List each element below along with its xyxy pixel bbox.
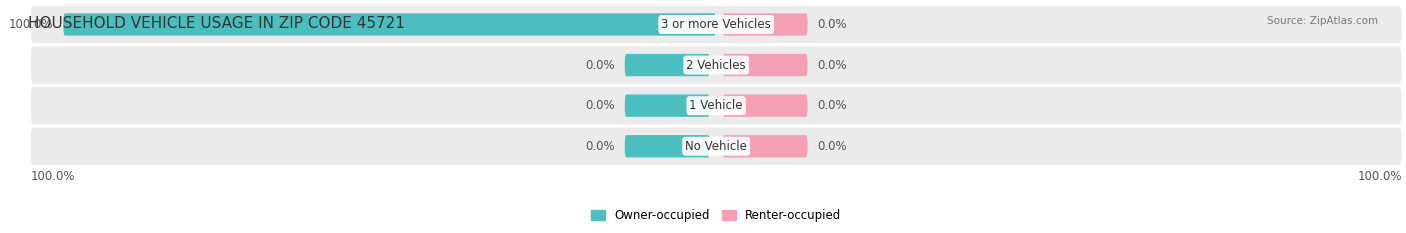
FancyBboxPatch shape	[723, 13, 807, 36]
Text: 0.0%: 0.0%	[817, 58, 846, 72]
FancyBboxPatch shape	[63, 13, 716, 36]
FancyBboxPatch shape	[723, 95, 807, 117]
FancyBboxPatch shape	[31, 128, 1402, 165]
Text: 0.0%: 0.0%	[585, 99, 614, 112]
Text: 0.0%: 0.0%	[817, 18, 846, 31]
Text: HOUSEHOLD VEHICLE USAGE IN ZIP CODE 45721: HOUSEHOLD VEHICLE USAGE IN ZIP CODE 4572…	[28, 16, 405, 31]
Text: Source: ZipAtlas.com: Source: ZipAtlas.com	[1267, 16, 1378, 26]
FancyBboxPatch shape	[31, 46, 1402, 84]
FancyBboxPatch shape	[31, 6, 1402, 43]
Text: 2 Vehicles: 2 Vehicles	[686, 58, 747, 72]
FancyBboxPatch shape	[723, 135, 807, 158]
Text: 100.0%: 100.0%	[31, 170, 75, 183]
Text: 100.0%: 100.0%	[8, 18, 53, 31]
FancyBboxPatch shape	[624, 135, 710, 158]
FancyBboxPatch shape	[723, 54, 807, 76]
FancyBboxPatch shape	[624, 95, 710, 117]
Text: No Vehicle: No Vehicle	[685, 140, 747, 153]
Text: 100.0%: 100.0%	[1357, 170, 1402, 183]
Text: 0.0%: 0.0%	[817, 140, 846, 153]
Text: 0.0%: 0.0%	[817, 99, 846, 112]
FancyBboxPatch shape	[624, 54, 710, 76]
Text: 0.0%: 0.0%	[585, 58, 614, 72]
FancyBboxPatch shape	[31, 87, 1402, 124]
Legend: Owner-occupied, Renter-occupied: Owner-occupied, Renter-occupied	[591, 209, 842, 222]
Text: 3 or more Vehicles: 3 or more Vehicles	[661, 18, 770, 31]
Text: 0.0%: 0.0%	[585, 140, 614, 153]
Text: 1 Vehicle: 1 Vehicle	[689, 99, 742, 112]
